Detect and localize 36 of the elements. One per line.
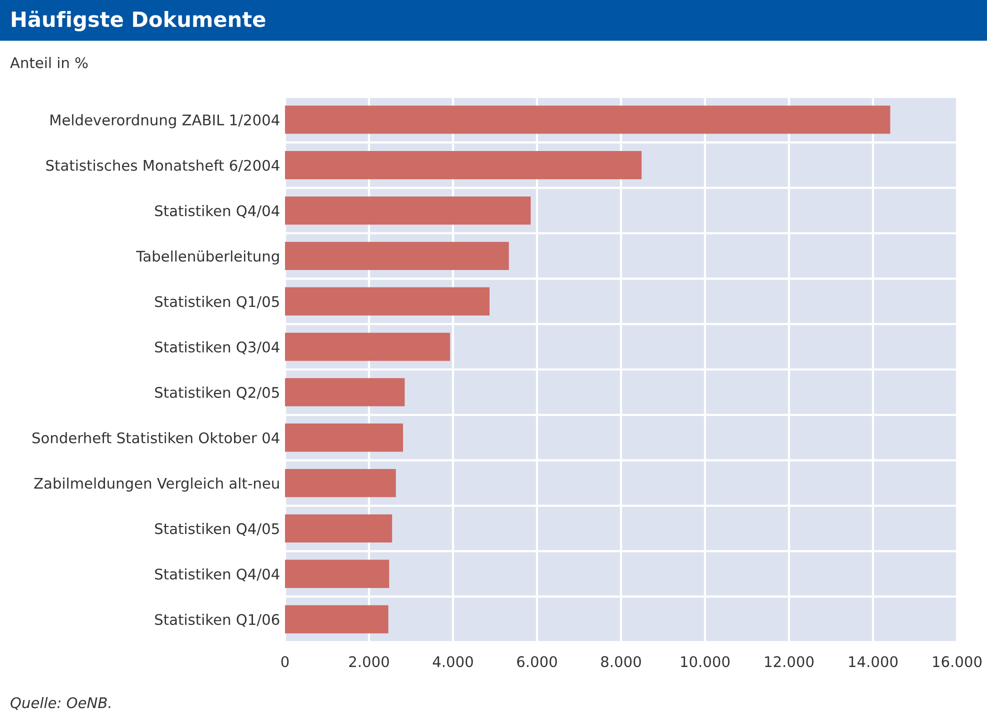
bar (285, 332, 450, 361)
y-tick-label: Zabilmeldungen Vergleich alt-neu (34, 478, 279, 492)
y-tick-label: Statistisches Monatsheft 6/2004 (46, 160, 280, 172)
bar (285, 196, 531, 225)
y-tick-label: Meldeverordnung ZABIL 1/2004 (50, 114, 280, 128)
x-tick-label: 0 (281, 656, 289, 668)
y-tick-label: Statistiken Q1/06 (155, 614, 280, 627)
y-tick-label: Tabellenüberleitung (136, 250, 279, 265)
bar (285, 560, 390, 588)
y-tick-label: Statistiken Q2/05 (155, 386, 279, 400)
bar (285, 605, 388, 634)
x-tick-label: 14.000 (849, 656, 898, 668)
bar (285, 151, 642, 180)
x-tick-label: 10.000 (681, 656, 730, 668)
bar (285, 287, 490, 316)
chart-title: Häufigste Dokumente (12, 10, 266, 32)
y-tick-label: Statistiken Q4/04 (155, 205, 280, 218)
bar (285, 424, 404, 452)
y-tick-label: Statistiken Q1/05 (155, 296, 279, 309)
x-tick-label: 12.000 (765, 656, 814, 668)
x-tick-label: 6.000 (517, 656, 557, 668)
source-note: Quelle: OeNB. (10, 696, 110, 710)
y-tick-label: Sonderheft Statistiken Oktober 04 (32, 432, 280, 444)
bar (285, 468, 396, 498)
bar (285, 378, 405, 406)
bar (285, 242, 509, 270)
bar (285, 514, 392, 543)
bar (285, 106, 890, 134)
x-tick-label: 16.000 (933, 656, 982, 668)
y-tick-label: Statistiken Q4/05 (155, 522, 279, 536)
x-tick-label: 8.000 (601, 656, 641, 668)
y-tick-label: Statistiken Q3/04 (155, 341, 280, 354)
x-tick-label: 4.000 (432, 656, 473, 668)
y-tick-label: Statistiken Q4/04 (155, 568, 280, 582)
x-tick-label: 2.000 (349, 656, 389, 668)
text: Anteil in % (10, 56, 88, 68)
